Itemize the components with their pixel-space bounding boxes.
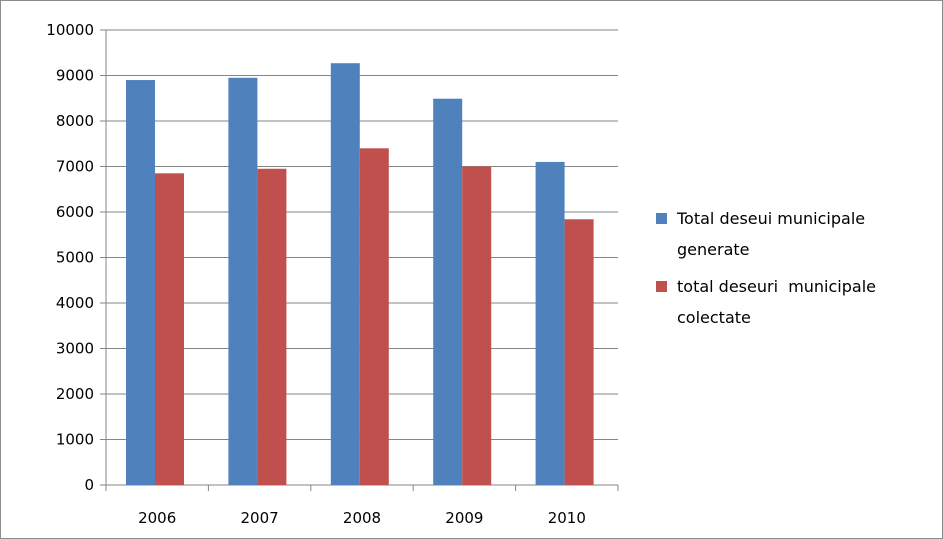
x-tick-label: 2007 (241, 509, 279, 527)
bar-generate-2007 (228, 77, 258, 486)
bar-generate-2010 (535, 161, 565, 485)
y-tick-label: 1000 (56, 431, 94, 449)
x-tick-label: 2009 (445, 509, 483, 527)
bar-generate-2008 (330, 63, 360, 486)
x-tick-label: 2006 (138, 509, 176, 527)
y-tick-label: 10000 (46, 21, 94, 39)
y-tick-label: 7000 (56, 158, 94, 176)
y-tick-label: 9000 (56, 67, 94, 85)
bar-colectate-2008 (359, 148, 389, 486)
bar-generate-2009 (433, 98, 463, 485)
y-tick-label: 5000 (56, 249, 94, 267)
legend-label: total deseuri municipale (677, 277, 876, 296)
bar-colectate-2010 (564, 219, 594, 485)
y-tick-label: 0 (84, 476, 94, 494)
legend-label: colectate (677, 308, 751, 327)
bar-colectate-2006 (155, 173, 184, 485)
legend-swatch (656, 281, 667, 292)
y-tick-label: 4000 (56, 294, 94, 312)
legend-swatch (656, 213, 667, 224)
bar-generate-2006 (126, 80, 155, 486)
legend-label: generate (677, 240, 749, 259)
y-tick-label: 6000 (56, 203, 94, 221)
y-tick-label: 8000 (56, 112, 94, 130)
bar-colectate-2007 (257, 168, 287, 485)
x-tick-label: 2008 (343, 509, 381, 527)
y-tick-label: 3000 (56, 340, 94, 358)
legend-label: Total deseui municipale (676, 209, 865, 228)
x-tick-label: 2010 (548, 509, 586, 527)
bar-colectate-2009 (462, 166, 492, 485)
y-tick-label: 2000 (56, 385, 94, 403)
